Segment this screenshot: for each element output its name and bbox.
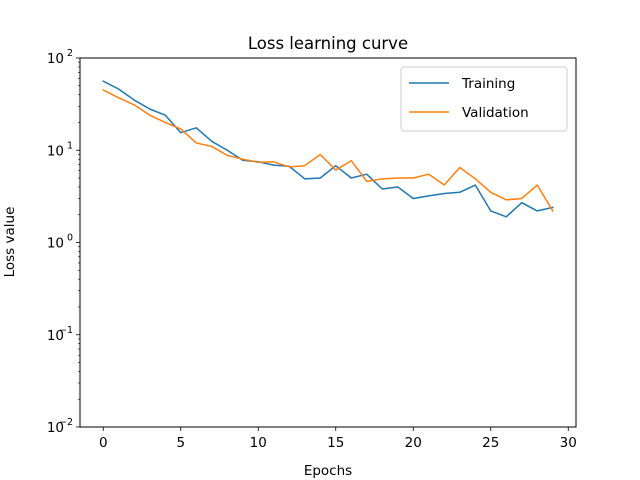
x-tick-label: 0 [99, 435, 108, 451]
y-tick-label: 10 [47, 143, 64, 159]
y-tick-exponent: 2 [67, 48, 73, 59]
y-tick-label: 10 [47, 51, 64, 67]
legend: Training Validation [400, 66, 568, 132]
legend-label-training: Training [461, 76, 515, 92]
y-tick-exponent: −2 [59, 417, 73, 428]
x-tick-label: 15 [327, 435, 344, 451]
legend-label-validation: Validation [462, 105, 529, 121]
x-axis-ticks: 0 5 10 15 20 25 30 [99, 427, 577, 451]
x-tick-label: 30 [560, 435, 577, 451]
plot-lines [102, 80, 554, 218]
y-tick-exponent: 1 [67, 140, 73, 151]
series-line-training [102, 80, 554, 218]
y-tick-label: 10 [47, 328, 64, 344]
y-tick-exponent: −1 [59, 325, 73, 336]
x-axis-label: Epochs [304, 463, 352, 479]
y-axis-label: Loss value [2, 207, 18, 278]
y-tick-label: 10 [47, 236, 64, 252]
x-tick-label: 20 [405, 435, 422, 451]
x-tick-label: 5 [176, 435, 185, 451]
y-tick-exponent: 0 [67, 233, 73, 244]
series-line-validation [102, 88, 554, 212]
chart-title: Loss learning curve [248, 34, 408, 53]
x-tick-label: 25 [482, 435, 499, 451]
x-tick-label: 10 [250, 435, 267, 451]
y-tick-label: 10 [47, 420, 64, 436]
